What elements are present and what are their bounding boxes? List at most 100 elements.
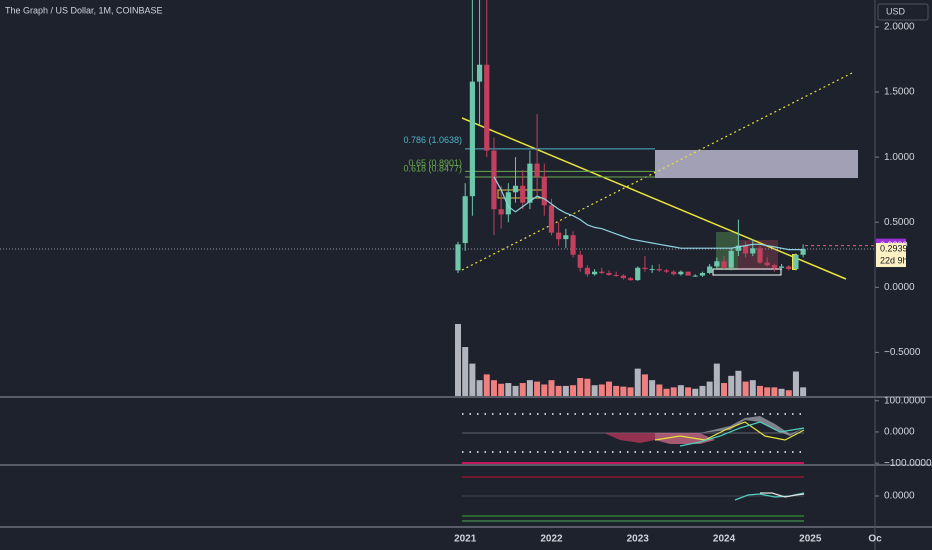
- osc-line: [760, 492, 805, 498]
- volume-bar: [534, 381, 541, 396]
- volume-bar: [498, 383, 505, 396]
- y-tick-label: 1.0000: [884, 152, 915, 163]
- volume-bar: [627, 387, 634, 396]
- volume-bar: [800, 387, 807, 396]
- candle-body: [678, 271, 684, 275]
- moving-average: [493, 176, 804, 251]
- x-tick-label: 2023: [627, 534, 650, 545]
- y-tick-label: 2.0000: [884, 22, 915, 33]
- x-tick-label: 2024: [713, 534, 736, 545]
- volume-bar: [721, 383, 728, 396]
- candle-body: [548, 205, 555, 233]
- candle-body: [563, 235, 569, 240]
- volume-bar: [692, 388, 699, 396]
- osc-line: [654, 421, 805, 441]
- candle-body: [577, 254, 583, 268]
- candle-body: [570, 235, 576, 255]
- last-price-label: 0.2939: [880, 243, 908, 253]
- candle-body: [642, 267, 648, 270]
- volume-bar: [555, 385, 562, 396]
- candle-body: [627, 278, 634, 281]
- y-tick-label: 0.0000: [884, 282, 915, 293]
- candle-body: [505, 192, 511, 215]
- zone-box: [712, 268, 782, 276]
- candle-body: [620, 275, 626, 279]
- fib-label: 0.618 (0.8477): [403, 163, 462, 173]
- y-tick-label: 100.0000: [884, 395, 926, 406]
- x-tick-label: 2025: [799, 534, 822, 545]
- x-tick-label: 2021: [454, 534, 477, 545]
- volume-bar: [541, 384, 548, 396]
- currency-box[interactable]: [877, 3, 929, 21]
- volume-bar: [548, 380, 555, 396]
- volume-bar: [764, 387, 771, 396]
- volume-bar: [462, 347, 469, 396]
- candle-body: [757, 248, 763, 263]
- volume-bar: [598, 384, 605, 396]
- volume-bar: [663, 388, 670, 396]
- volume-bar: [685, 387, 692, 396]
- candle-body: [462, 196, 468, 244]
- x-tick-label: 2022: [540, 534, 563, 545]
- candle-body: [613, 274, 619, 276]
- candle-body: [728, 250, 734, 268]
- candle-body: [592, 271, 598, 275]
- volume-bar: [526, 380, 533, 396]
- volume-bar: [656, 384, 663, 396]
- candle-body: [498, 209, 504, 215]
- volume-bar: [577, 378, 584, 396]
- volume-bar: [476, 380, 483, 396]
- volume-bar: [455, 324, 461, 396]
- candle-body: [527, 163, 533, 203]
- volume-bar: [591, 385, 598, 396]
- volume-bar: [670, 387, 677, 396]
- volume-bar: [469, 363, 476, 396]
- candle-body: [656, 269, 662, 271]
- volume-bar: [490, 380, 497, 396]
- candle-body: [534, 163, 540, 177]
- volume-bar: [713, 363, 720, 396]
- candle-body: [714, 261, 720, 267]
- volume-bar: [706, 381, 713, 396]
- candle-body: [584, 267, 591, 275]
- volume-bar: [505, 383, 512, 396]
- candle-body: [764, 262, 770, 266]
- volume-bar: [613, 385, 620, 396]
- candle-body: [606, 272, 612, 275]
- price-tag: [876, 243, 906, 268]
- candle-body: [692, 275, 698, 277]
- volume-bar: [605, 381, 612, 396]
- candle-body: [635, 267, 641, 281]
- candle-body: [469, 81, 475, 197]
- candle-body: [721, 261, 727, 268]
- volume-bar: [649, 380, 656, 396]
- volume-bar: [519, 383, 526, 396]
- y-tick-label: 0.0000: [884, 491, 915, 502]
- volume-bar: [756, 385, 763, 396]
- zone-box: [655, 150, 858, 178]
- volume-bar: [570, 385, 577, 396]
- fib-label: 0.65 (0.8901): [408, 158, 462, 168]
- y-tick-label: 0.0000: [884, 427, 915, 438]
- volume-bar: [749, 380, 756, 396]
- y-tick-label: 0.5000: [884, 217, 915, 228]
- x-tick-label: Oc: [868, 534, 882, 545]
- candle-body: [663, 270, 670, 272]
- volume-bar: [742, 381, 749, 396]
- candle-body: [771, 265, 777, 268]
- candle-body: [800, 249, 806, 255]
- candle-body: [707, 266, 713, 273]
- osc-area: [604, 433, 655, 443]
- candle-body: [685, 271, 691, 276]
- volume-bar: [634, 368, 641, 396]
- volume-bar: [778, 388, 785, 396]
- volume-bar: [699, 385, 706, 396]
- currency-label[interactable]: USD: [886, 6, 906, 16]
- volume-bar: [584, 378, 591, 396]
- candle-body: [491, 150, 497, 210]
- chart-title: The Graph / US Dollar, 1M, COINBASE: [5, 5, 163, 15]
- candle-body: [512, 185, 519, 193]
- volume-bar: [792, 371, 799, 396]
